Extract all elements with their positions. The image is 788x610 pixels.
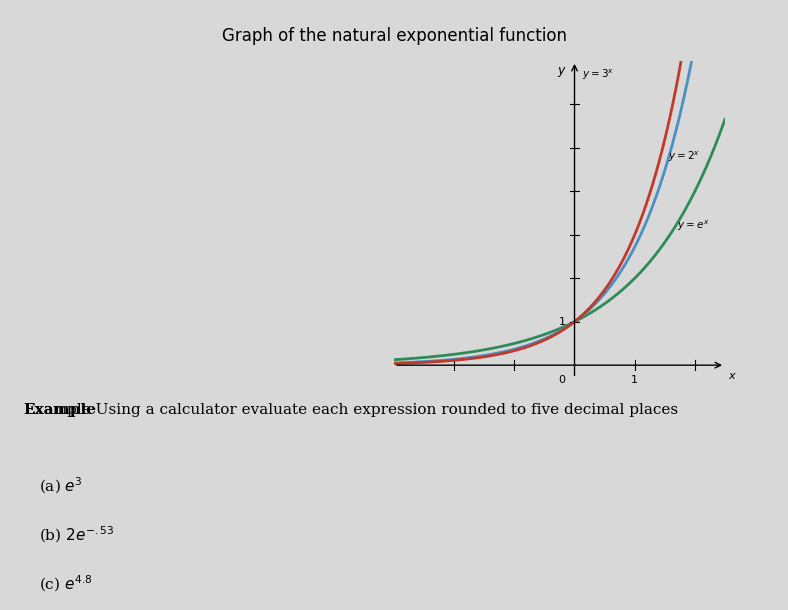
Text: $y = e^x$: $y = e^x$ — [677, 219, 709, 233]
Text: Example Using a calculator evaluate each expression rounded to five decimal plac: Example Using a calculator evaluate each… — [24, 403, 678, 417]
Text: 0: 0 — [559, 375, 566, 386]
Text: (b) $2e^{-.53}$: (b) $2e^{-.53}$ — [39, 525, 115, 545]
Text: $x$: $x$ — [728, 371, 737, 381]
Text: $y = 2^x$: $y = 2^x$ — [667, 149, 700, 164]
Text: (c) $e^{4.8}$: (c) $e^{4.8}$ — [39, 573, 93, 594]
Text: Graph of the natural exponential function: Graph of the natural exponential functio… — [221, 27, 567, 46]
Text: $y = 3^x$: $y = 3^x$ — [582, 68, 614, 82]
Text: $y$: $y$ — [557, 65, 567, 79]
Text: 1: 1 — [559, 317, 566, 327]
Text: Example: Example — [24, 403, 97, 417]
Text: 1: 1 — [631, 375, 638, 386]
Text: (a) $e^3$: (a) $e^3$ — [39, 476, 84, 496]
